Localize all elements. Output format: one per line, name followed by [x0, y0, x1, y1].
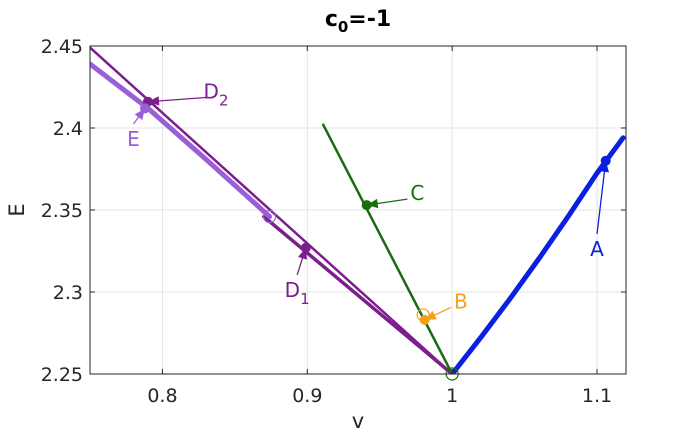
annotation-label-main: B — [454, 289, 468, 313]
title-subscript: 0 — [338, 18, 348, 36]
annotation-point — [140, 103, 151, 114]
annotation-label-subscript: 1 — [300, 290, 310, 308]
y-axis-ticks: 2.25 2.3 2.35 2.4 2.45 — [41, 36, 626, 386]
annotation-arrow — [596, 160, 607, 234]
series-line-5 — [321, 123, 454, 374]
annotation-label-main: D — [285, 278, 300, 302]
annotation-b: B — [419, 289, 468, 325]
y-tick-label: 2.25 — [41, 364, 83, 386]
annotation-label-main: D — [204, 79, 219, 103]
y-tick-label: 2.45 — [41, 36, 83, 58]
open-marker — [263, 209, 277, 224]
x-axis-label: v — [352, 409, 364, 433]
annotation-c: C — [361, 181, 424, 211]
y-tick-label: 2.3 — [53, 282, 83, 304]
annotation-label: E — [127, 127, 140, 151]
annotation-e: E — [127, 103, 151, 151]
annotation-label-subscript: 2 — [219, 91, 229, 109]
annotation-point — [419, 314, 430, 325]
x-tick-label: 0.9 — [292, 385, 322, 407]
annotation-d1: D1 — [285, 242, 311, 308]
y-tick-label: 2.4 — [53, 118, 83, 140]
annotation-label: D1 — [285, 278, 310, 308]
annotation-point — [361, 200, 372, 211]
series-line-4 — [90, 61, 273, 220]
annotation-label: C — [410, 181, 424, 205]
annotation-arrowhead — [599, 160, 610, 173]
annotation-label-main: E — [127, 127, 140, 151]
y-tick-label: 2.35 — [41, 200, 83, 222]
annotation-label: B — [454, 289, 468, 313]
x-tick-label: 0.8 — [147, 385, 177, 407]
chart-title: c0=-1 — [325, 7, 391, 36]
x-tick-label: 1 — [446, 385, 458, 407]
annotation-label: A — [590, 237, 604, 261]
title-suffix: =-1 — [348, 7, 391, 32]
annotation-point — [600, 155, 611, 166]
annotation-d2: D2 — [142, 79, 229, 109]
annotation-point — [300, 242, 311, 253]
series-line-3 — [262, 214, 454, 374]
annotation-a: A — [590, 155, 611, 261]
series-line-1 — [449, 135, 626, 374]
annotation-label-main: A — [590, 237, 604, 261]
annotation-label-main: C — [410, 181, 424, 205]
y-axis-label: E — [5, 203, 29, 216]
annotation-arrowhead — [147, 96, 160, 106]
annotation-label: D2 — [204, 79, 229, 109]
title-main: c — [325, 7, 338, 32]
x-tick-label: 1.1 — [582, 385, 612, 407]
x-axis-ticks: 0.8 0.9 1 1.1 — [147, 46, 612, 407]
